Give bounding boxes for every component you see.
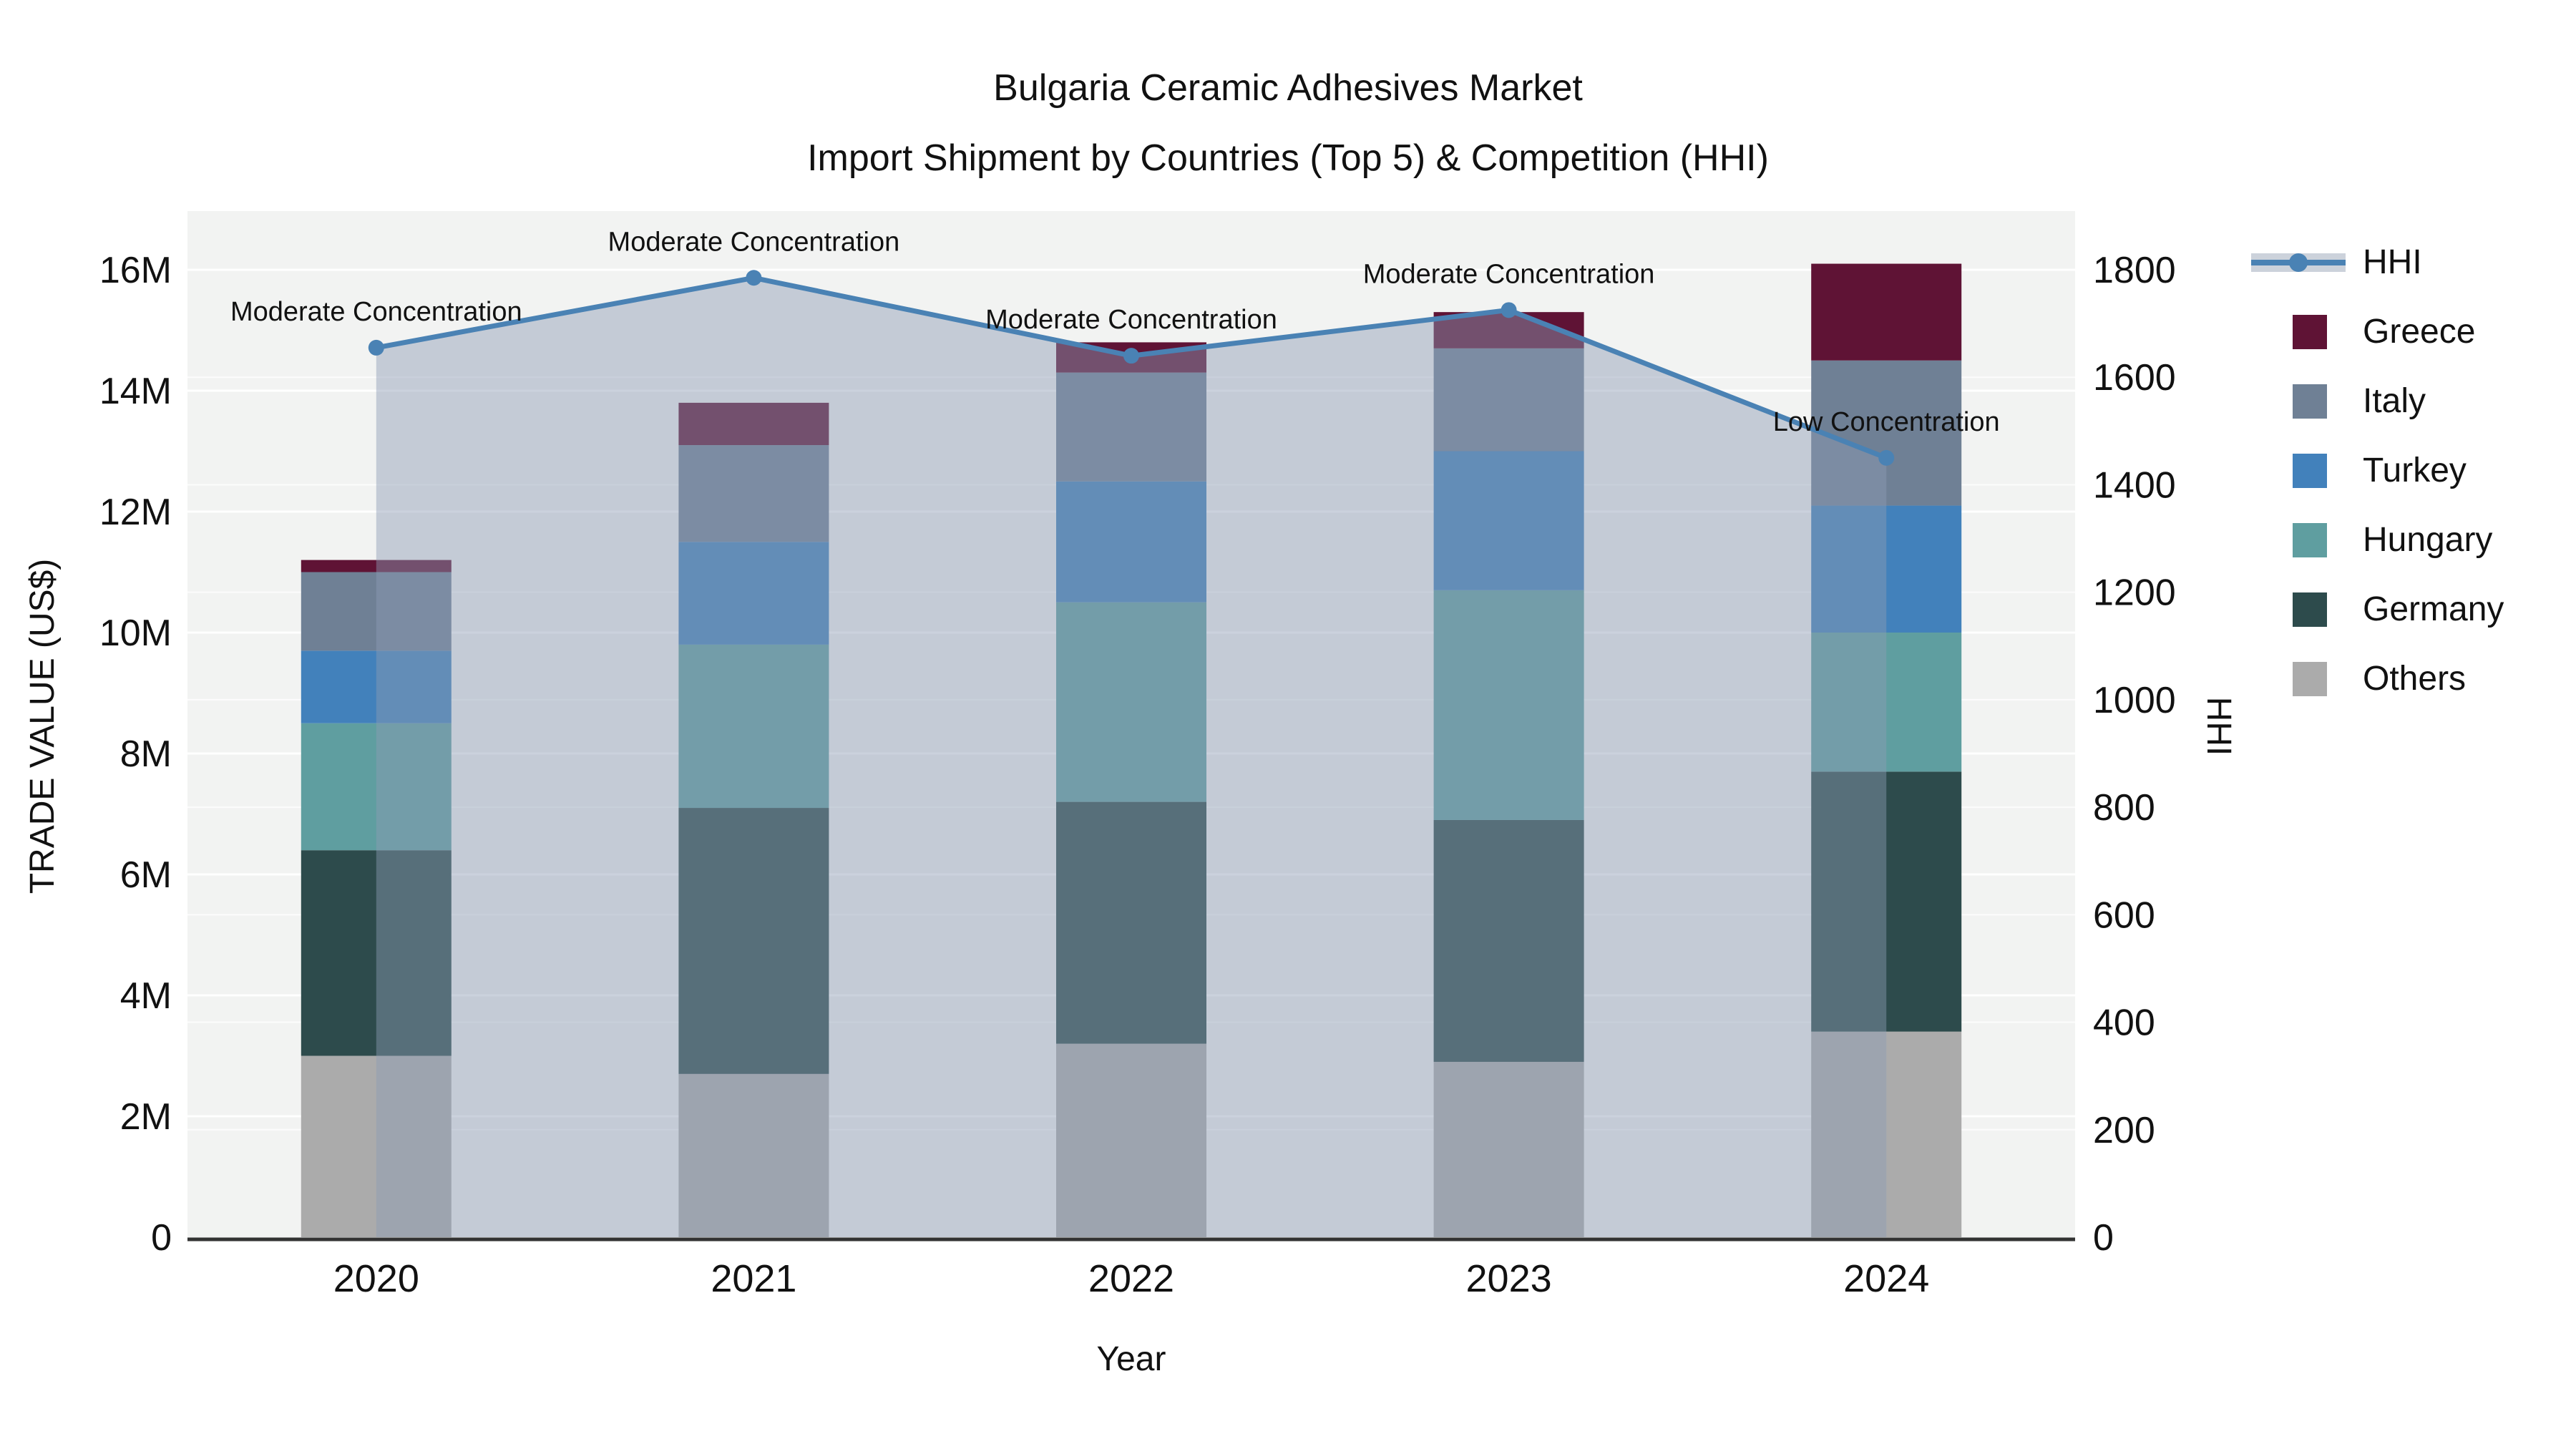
- y-right-tick-1800: 1800: [2093, 250, 2176, 291]
- bar-segment-germany-2020[interactable]: [301, 850, 452, 1056]
- bar-segment-germany-2024[interactable]: [1811, 771, 1962, 1032]
- annotations: Moderate Concentration Moderate Concentra…: [230, 227, 2000, 437]
- hhi-marker-2021[interactable]: [746, 270, 762, 286]
- x-tick-2020: 2020: [333, 1257, 419, 1300]
- hhi-marker-2022[interactable]: [1123, 348, 1139, 364]
- legend-item-greece[interactable]: Greece: [2240, 297, 2569, 366]
- bar-segment-turkey-2023[interactable]: [1433, 451, 1584, 590]
- legend-item-germany[interactable]: Germany: [2240, 575, 2569, 644]
- legend-label: Germany: [2363, 590, 2504, 628]
- bar-segment-hungary-2020[interactable]: [301, 723, 452, 851]
- y-left-tick-16M: 16M: [99, 250, 172, 291]
- y-right-tick-0: 0: [2093, 1217, 2114, 1259]
- hhi-line: [368, 270, 1895, 466]
- y-left-tick-0: 0: [151, 1217, 172, 1259]
- bar-segment-greece-2020[interactable]: [301, 560, 452, 572]
- bar-segment-turkey-2021[interactable]: [678, 542, 829, 645]
- others-color-swatch-icon: [2293, 661, 2327, 696]
- legend-item-italy[interactable]: Italy: [2240, 366, 2569, 436]
- bar-segment-germany-2023[interactable]: [1433, 819, 1584, 1062]
- bar-segment-others-2022[interactable]: [1056, 1043, 1206, 1237]
- bar-segment-italy-2023[interactable]: [1433, 348, 1584, 452]
- bar-segment-germany-2022[interactable]: [1056, 801, 1206, 1044]
- hhi-marker-2024[interactable]: [1878, 449, 1895, 466]
- bar-segment-turkey-2020[interactable]: [301, 650, 452, 723]
- hhi-line-swatch-icon: [2251, 253, 2346, 272]
- bar-segment-italy-2022[interactable]: [1056, 372, 1206, 482]
- bar-segment-italy-2020[interactable]: [301, 572, 452, 651]
- legend-item-hungary[interactable]: Hungary: [2240, 505, 2569, 575]
- bar-segment-hungary-2024[interactable]: [1811, 633, 1962, 772]
- annotation-2024: Low Concentration: [1773, 407, 2000, 437]
- bar-segment-greece-2021[interactable]: [678, 402, 829, 446]
- turkey-color-swatch-icon: [2293, 453, 2327, 488]
- greece-color-swatch-icon: [2293, 314, 2327, 349]
- y-right-tick-1600: 1600: [2093, 357, 2176, 399]
- chart-title-line2: Import Shipment by Countries (Top 5) & C…: [807, 137, 1769, 179]
- hhi-area: [376, 278, 1887, 1238]
- germany-color-swatch-icon: [2293, 592, 2327, 627]
- bar-segment-italy-2024[interactable]: [1811, 360, 1962, 506]
- hhi-area-fill: [376, 278, 1887, 1238]
- x-axis-title: Year: [1097, 1340, 1166, 1378]
- legend-item-hhi[interactable]: HHI: [2240, 228, 2569, 297]
- x-tick-2022: 2022: [1088, 1257, 1174, 1300]
- hungary-color-swatch-icon: [2293, 522, 2327, 557]
- bar-segment-hungary-2022[interactable]: [1056, 602, 1206, 802]
- y-left-tick-4M: 4M: [120, 975, 172, 1017]
- y-left-tick-2M: 2M: [120, 1096, 172, 1138]
- y-left-tick-6M: 6M: [120, 854, 172, 896]
- chart-title-line1: Bulgaria Ceramic Adhesives Market: [993, 67, 1583, 109]
- bar-segment-others-2021[interactable]: [678, 1073, 829, 1237]
- y-right-tick-1200: 1200: [2093, 572, 2176, 614]
- annotation-2021: Moderate Concentration: [608, 227, 900, 257]
- y-right-tick-1000: 1000: [2093, 680, 2176, 721]
- axes: 0 2M 4M 6M 8M 10M 12M 14M 16M 0 200 400 600 800 1000 12…: [99, 250, 2176, 1300]
- bar-segment-others-2020[interactable]: [301, 1055, 452, 1238]
- y-left-tick-14M: 14M: [99, 371, 172, 412]
- bar-segment-germany-2021[interactable]: [678, 808, 829, 1074]
- bar-segment-hungary-2021[interactable]: [678, 644, 829, 809]
- y-left-tick-10M: 10M: [99, 613, 172, 654]
- legend-label: Greece: [2363, 313, 2476, 351]
- hhi-marker-2023[interactable]: [1501, 302, 1517, 318]
- legend-label: Italy: [2363, 382, 2426, 420]
- x-tick-2023: 2023: [1466, 1257, 1552, 1300]
- legend-label: HHI: [2363, 243, 2422, 281]
- bar-segment-others-2023[interactable]: [1433, 1061, 1584, 1237]
- x-tick-2024: 2024: [1843, 1257, 1929, 1300]
- annotation-2023: Moderate Concentration: [1363, 259, 1655, 289]
- y-left-tick-8M: 8M: [120, 733, 172, 775]
- y-right-tick-200: 200: [2093, 1110, 2155, 1151]
- bar-segment-others-2024[interactable]: [1811, 1031, 1962, 1237]
- legend-label: Hungary: [2363, 521, 2493, 559]
- y-right-tick-1400: 1400: [2093, 464, 2176, 506]
- legend: HHI Greece Italy Turkey Hungary Germany Others: [2240, 228, 2569, 713]
- legend-label: Others: [2363, 660, 2467, 698]
- bar-segment-turkey-2022[interactable]: [1056, 481, 1206, 602]
- annotation-2022: Moderate Concentration: [985, 305, 1277, 335]
- bar-segment-italy-2021[interactable]: [678, 445, 829, 542]
- legend-item-others[interactable]: Others: [2240, 644, 2569, 713]
- bar-segment-hungary-2023[interactable]: [1433, 590, 1584, 820]
- legend-label: Turkey: [2363, 452, 2467, 489]
- hhi-marker-2020[interactable]: [368, 339, 384, 356]
- bar-segment-greece-2024[interactable]: [1811, 263, 1962, 361]
- bar-segment-turkey-2024[interactable]: [1811, 505, 1962, 633]
- legend-item-turkey[interactable]: Turkey: [2240, 436, 2569, 505]
- y-right-axis-title: HHI: [2200, 697, 2238, 756]
- y-right-tick-400: 400: [2093, 1002, 2155, 1044]
- y-left-axis-title: TRADE VALUE (US$): [24, 559, 62, 894]
- y-right-tick-600: 600: [2093, 894, 2155, 936]
- y-left-tick-12M: 12M: [99, 492, 172, 533]
- italy-color-swatch-icon: [2293, 384, 2327, 419]
- stacked-bars: [301, 263, 1962, 1238]
- annotation-2020: Moderate Concentration: [230, 297, 522, 327]
- y-right-tick-800: 800: [2093, 787, 2155, 829]
- x-tick-2021: 2021: [711, 1257, 796, 1300]
